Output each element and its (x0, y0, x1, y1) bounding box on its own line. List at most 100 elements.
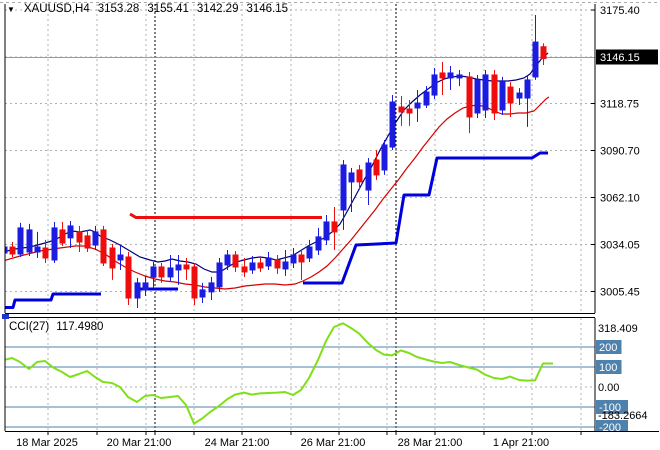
cci-level-tag (596, 360, 622, 374)
candle-body (117, 254, 124, 261)
candle-body (84, 235, 91, 249)
candle-bull (365, 157, 372, 205)
price-axis-label: 3118.75 (600, 99, 639, 111)
candle-bull (199, 282, 206, 303)
cci-panel[interactable] (4, 318, 595, 431)
candle-bull (208, 276, 215, 301)
candle-body (290, 254, 297, 264)
candle-bear (257, 256, 264, 272)
candle-body (67, 225, 74, 239)
candle-bear (491, 69, 498, 120)
open-value: 3153.28 (97, 3, 140, 15)
candle-body (499, 81, 506, 111)
cci-axis-label: 0.00 (598, 382, 619, 394)
trend-stop-segment (5, 292, 101, 309)
candle-body (183, 264, 190, 270)
candle-bear (109, 244, 116, 280)
candle-body (365, 162, 372, 191)
candle-body (26, 229, 33, 253)
candle-body (389, 101, 396, 148)
cci-value: 117.4980 (56, 321, 104, 333)
candle-body (199, 289, 206, 298)
candles (5, 14, 547, 308)
candle-bear (241, 257, 248, 277)
candle-body (274, 259, 281, 269)
candle-bull (306, 239, 313, 262)
candle-body (158, 266, 165, 278)
candle-bear (439, 61, 446, 96)
panel-frames (0, 2, 660, 432)
candle-bear (59, 221, 66, 247)
time-axis[interactable]: 18 Mar 2025 20 Mar 21:00 24 Mar 21:00 26 Ma… (16, 431, 582, 450)
candle-bear (398, 96, 405, 126)
red-level-line[interactable] (129, 212, 322, 219)
candle-bull (482, 69, 489, 118)
candle-bull (134, 277, 141, 308)
candle-bear (84, 229, 91, 253)
candle-bear (331, 206, 338, 251)
candle-body (92, 231, 99, 246)
candle-bull (249, 255, 256, 274)
candle-bull (92, 225, 99, 251)
trend-stop-segment (303, 151, 548, 285)
candle-body (150, 266, 157, 278)
candle-body (265, 257, 272, 267)
cci-axis[interactable]: 318.409 200 100 0.00 -100-183.2664-200 (596, 323, 648, 434)
candle-body (398, 106, 405, 113)
candle-bear (42, 239, 49, 263)
candle-body (447, 72, 454, 79)
candle-bull (265, 252, 272, 270)
price-axis[interactable]: 3175.40 3118.75 3090.70 3062.10 3034.05 3005.… (591, 5, 658, 299)
candle-body (100, 229, 107, 264)
candle-body (216, 262, 223, 288)
candle-bull (431, 67, 438, 100)
candle-body (34, 246, 41, 253)
candle-bull (348, 167, 355, 212)
candle-bull (389, 95, 396, 151)
candle-body (191, 266, 198, 299)
time-axis-label: 20 Mar 21:00 (107, 437, 172, 449)
time-axis-label: 1 Apr 21:00 (493, 437, 549, 449)
candle-bull (224, 250, 231, 270)
candle-body (109, 247, 116, 269)
candle-bear (100, 225, 107, 266)
panel-resize-handle[interactable] (2, 314, 9, 319)
candle-bear (466, 71, 473, 134)
candle-bull (315, 227, 322, 255)
candle-body (524, 79, 531, 99)
candle-body (51, 227, 58, 261)
candle-bull (67, 220, 74, 249)
candle-body (439, 72, 446, 79)
current-price-tag-label: 3146.15 (600, 52, 640, 64)
low-value: 3142.29 (196, 3, 239, 15)
candle-body (232, 254, 239, 268)
cci-line[interactable] (4, 322, 553, 425)
candle-bear (232, 251, 239, 272)
candle-body (249, 262, 256, 271)
candle-body (315, 236, 322, 251)
candle-body (373, 159, 380, 176)
candle-bull (51, 221, 58, 263)
candle-bull (499, 76, 506, 115)
candle-body (125, 256, 132, 299)
candle-bull (34, 231, 41, 258)
candle-bull (216, 257, 223, 292)
cci-name: CCI(27) (9, 321, 50, 333)
symbol-dropdown-icon[interactable]: ▼ (7, 4, 15, 14)
candle-bear (373, 150, 380, 180)
cci-level-tag (596, 420, 628, 432)
candle-body (17, 227, 24, 255)
main-price-panel[interactable] (2, 4, 595, 313)
candle-bull (167, 254, 174, 281)
candle-bear (76, 225, 83, 253)
candle-bull (5, 246, 8, 254)
candle-bull (474, 74, 481, 118)
candle-body (423, 91, 430, 106)
candle-body (142, 282, 149, 291)
candle-body (76, 231, 83, 243)
current-price-tag (596, 49, 658, 65)
candle-bull (532, 14, 539, 80)
candle-bear (125, 252, 132, 305)
